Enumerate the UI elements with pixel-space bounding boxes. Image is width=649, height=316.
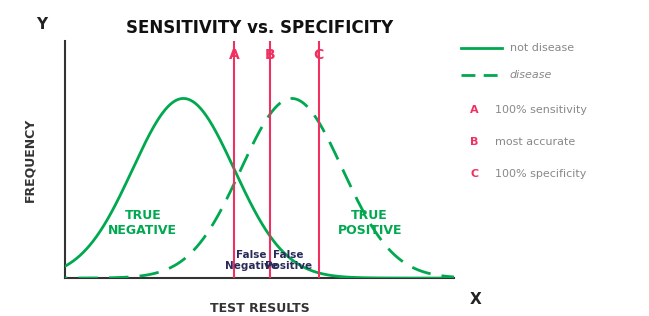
Text: False
Positive: False Positive — [265, 250, 312, 271]
Text: 100% specificity: 100% specificity — [495, 169, 586, 179]
Text: 100% sensitivity: 100% sensitivity — [495, 105, 587, 115]
Text: C: C — [313, 48, 324, 62]
Text: False
Negative: False Negative — [225, 250, 278, 271]
Text: A: A — [229, 48, 239, 62]
Text: not disease: not disease — [509, 43, 574, 53]
Text: disease: disease — [509, 70, 552, 80]
Text: Y: Y — [36, 17, 47, 32]
Text: B: B — [264, 48, 275, 62]
Text: most accurate: most accurate — [495, 137, 575, 147]
Text: C: C — [470, 169, 478, 179]
Text: TRUE
NEGATIVE: TRUE NEGATIVE — [108, 209, 177, 237]
Text: X: X — [470, 292, 482, 307]
Text: A: A — [470, 105, 479, 115]
Text: FREQUENCY: FREQUENCY — [23, 118, 36, 202]
Title: SENSITIVITY vs. SPECIFICITY: SENSITIVITY vs. SPECIFICITY — [126, 19, 393, 37]
Text: TEST RESULTS: TEST RESULTS — [210, 302, 310, 315]
Text: TRUE
POSITIVE: TRUE POSITIVE — [337, 209, 402, 237]
Text: B: B — [470, 137, 478, 147]
